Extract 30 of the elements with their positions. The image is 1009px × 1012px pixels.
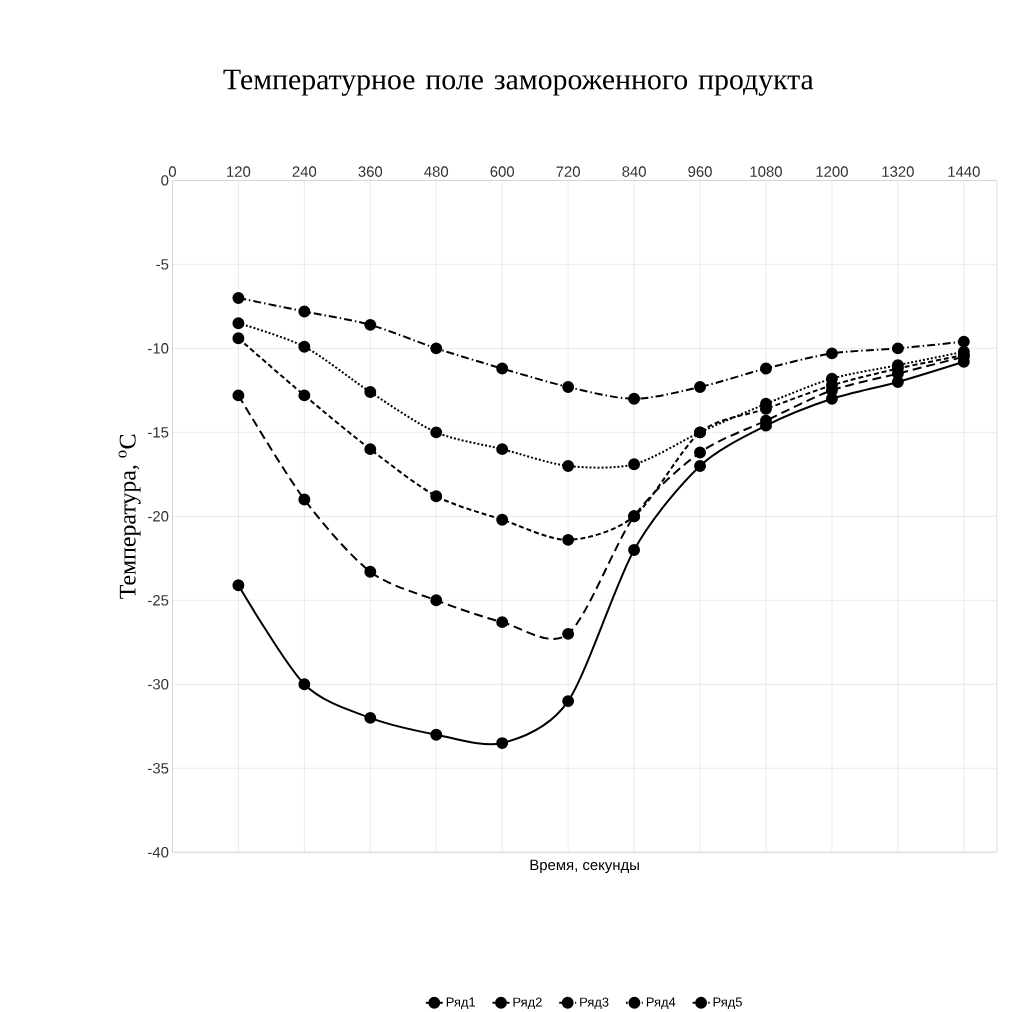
chart-title: Температурное поле замороженного продукта (223, 69, 814, 96)
x-tick-label: 1080 (750, 166, 783, 177)
x-tick-label: 1440 (948, 166, 980, 177)
legend-label: Ряд2 (513, 997, 542, 1010)
x-tick-label: 360 (358, 166, 383, 177)
x-tick-label: 1200 (816, 166, 849, 177)
y-axis-title: Температура, $^{о}$С (118, 434, 141, 599)
y-tick-label: 0 (161, 175, 169, 186)
x-tick-label: 600 (490, 166, 515, 177)
legend-label: Ряд1 (446, 997, 476, 1010)
y-tick-label: -20 (148, 511, 169, 522)
x-tick-label: 840 (622, 166, 647, 177)
y-tick-label: -35 (148, 763, 169, 774)
y-tick-label: -5 (156, 259, 169, 270)
x-tick-label: 120 (227, 166, 251, 177)
legend-label: Ряд4 (647, 997, 676, 1010)
legend-label: Ряд5 (713, 997, 743, 1010)
x-tick-label: 720 (556, 166, 581, 177)
x-tick-label: 960 (688, 166, 712, 177)
y-tick-label: -25 (148, 595, 169, 606)
y-tick-label: -30 (148, 679, 169, 690)
y-tick-label: -10 (148, 343, 169, 354)
x-axis-title: Время, секунды (530, 859, 640, 874)
legend-label: Ряд3 (580, 997, 609, 1010)
x-tick-label: 0 (169, 166, 177, 177)
x-tick-label: 240 (292, 166, 317, 177)
x-tick-label: 1320 (882, 166, 914, 177)
x-tick-label: 480 (424, 166, 449, 177)
y-tick-label: -40 (148, 846, 169, 858)
y-tick-label: -15 (148, 427, 169, 438)
